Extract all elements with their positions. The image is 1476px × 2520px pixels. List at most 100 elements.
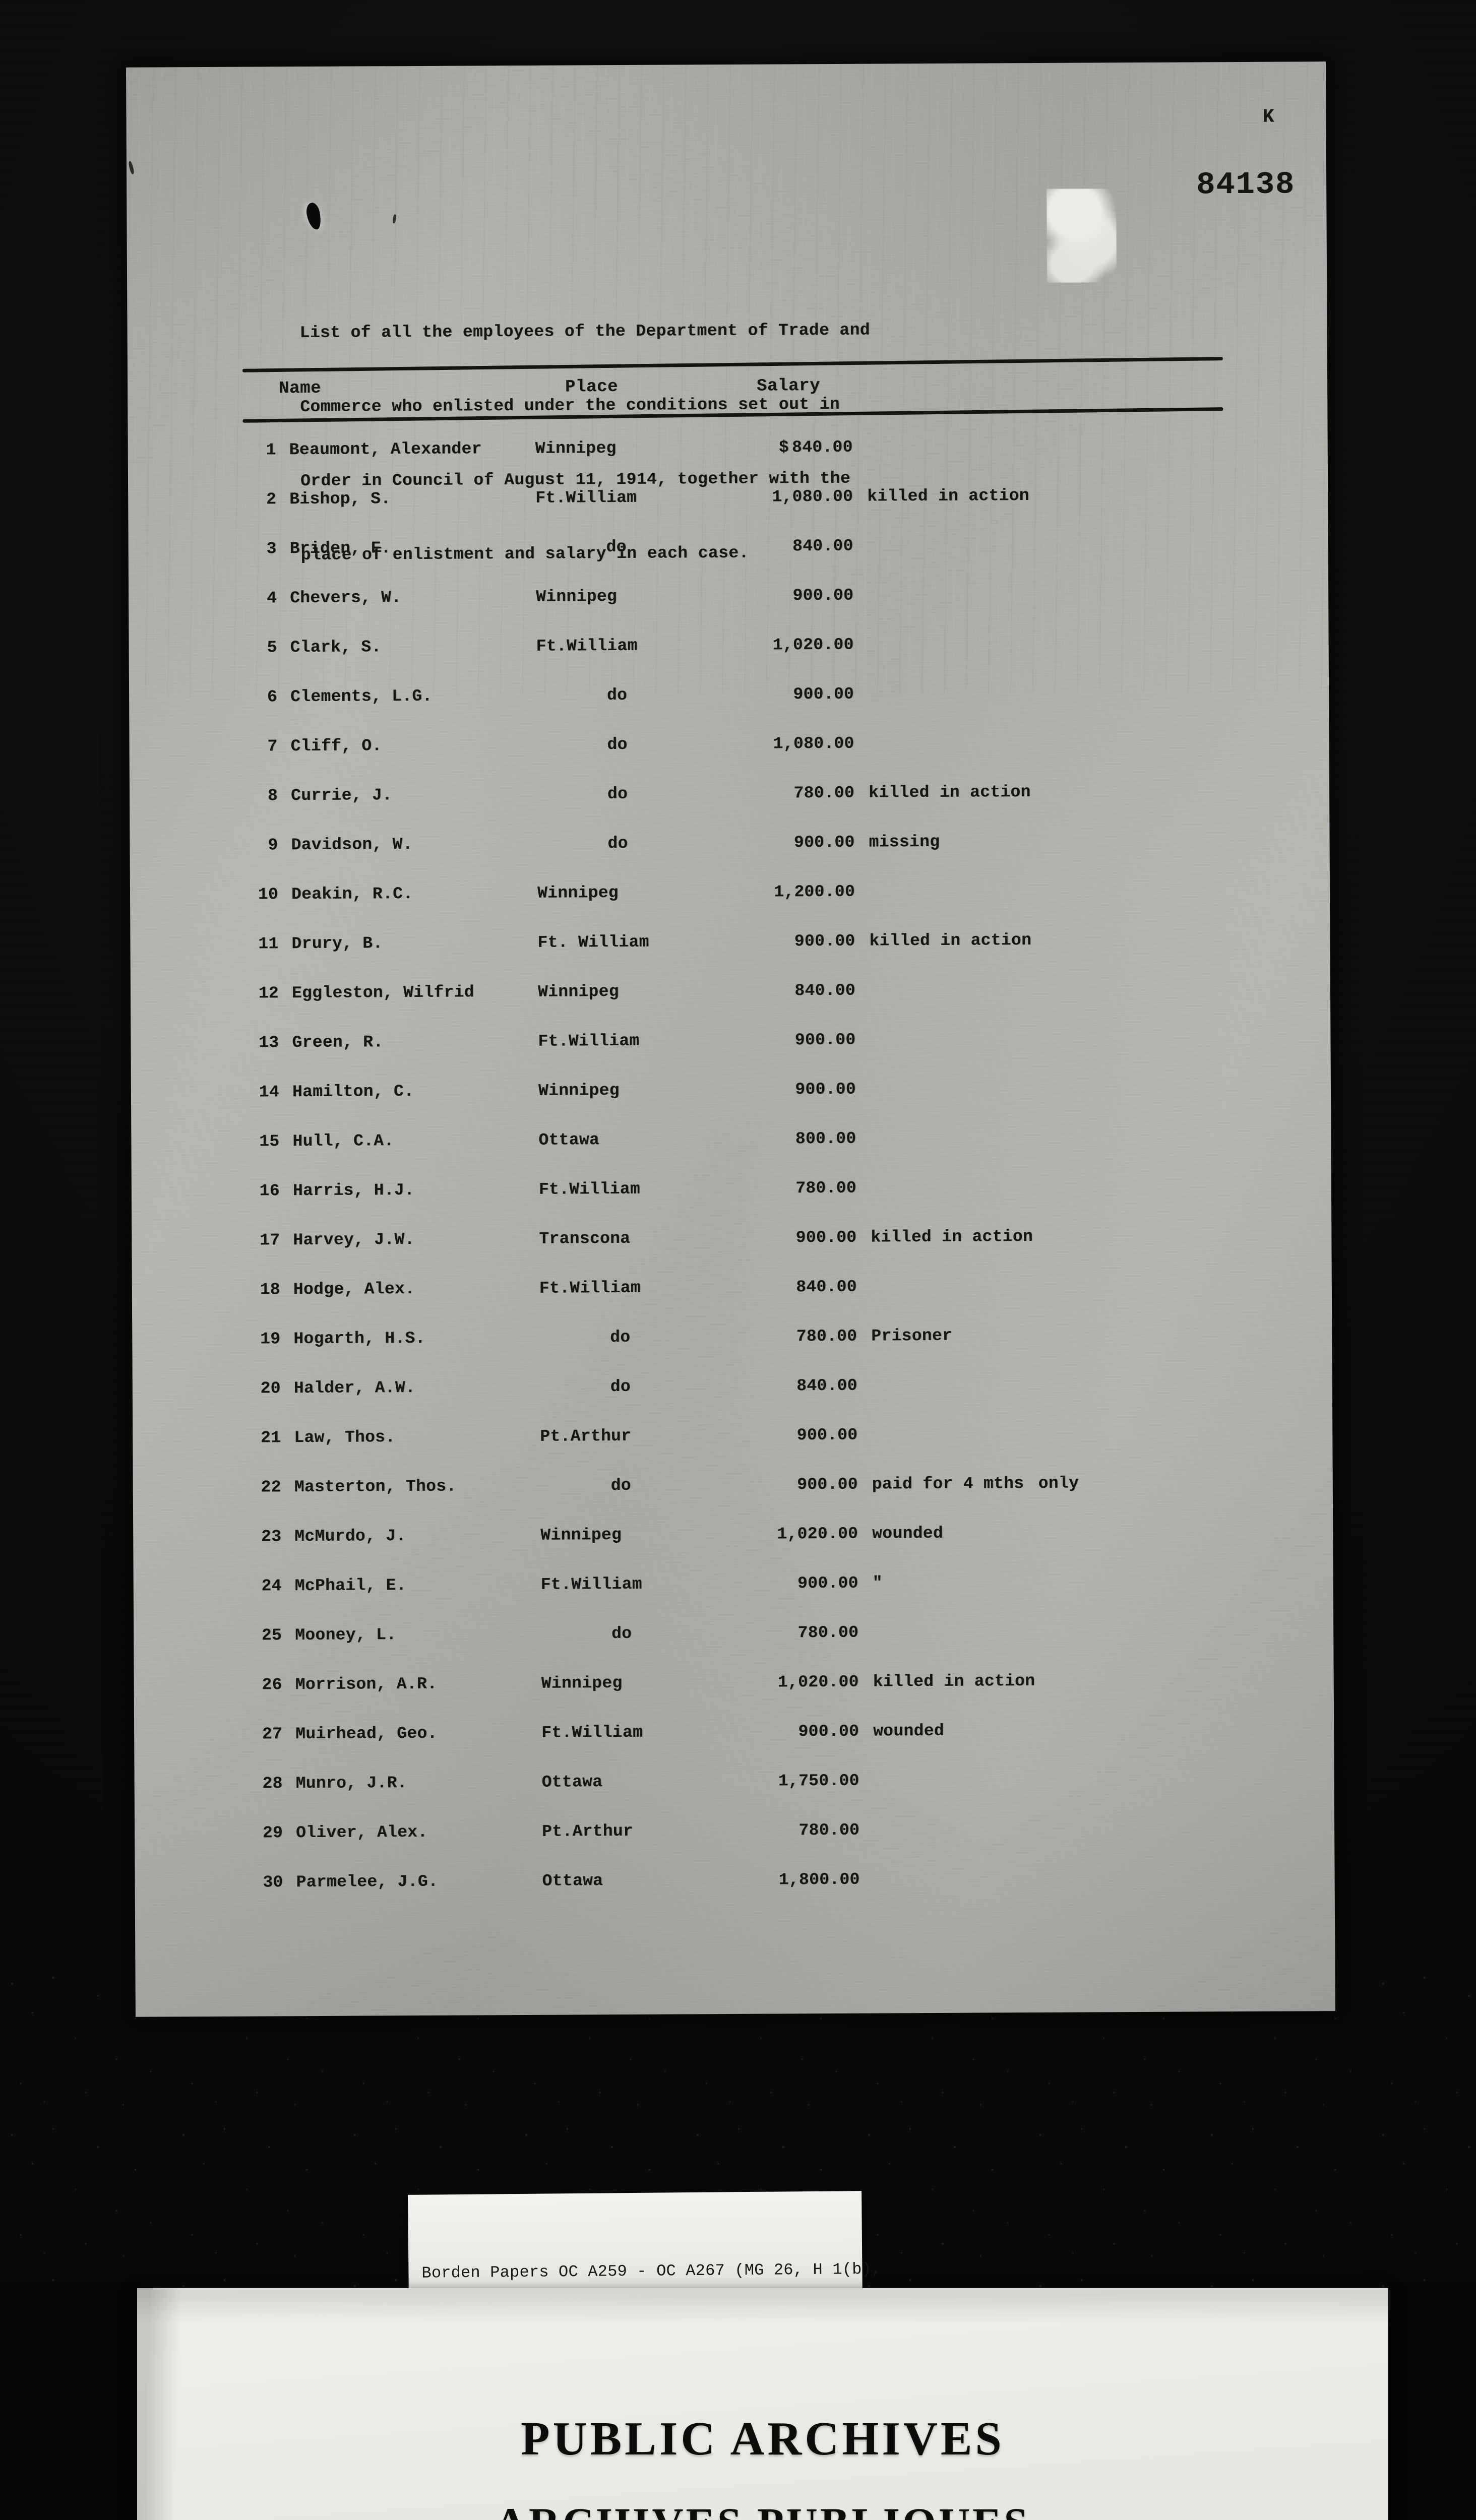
public-archives-card: PUBLIC ARCHIVES ARCHIVES PUBLIQUES CANAD… [137,2288,1388,2520]
table-row: 4 Chevers, W. Winnipeg 900.00 [243,584,1312,638]
document-sheet: K 84138 List of all the employees of the… [126,61,1335,2017]
cell-name: Munro, J.R. [295,1774,407,1793]
cell-name: Hull, C.A. [292,1131,394,1151]
cell-name: Bishop, S. [289,489,391,509]
cell-place: Ottawa [538,1130,600,1150]
table-row: 26 Morrison, A.R. Winnipeg 1,020.00 killed i… [249,1670,1318,1725]
cell-index: 27 [262,1725,283,1744]
cell-index: 21 [260,1428,281,1447]
cell-note: missing [869,832,940,852]
cell-place: Ft.William [538,1179,641,1199]
archives-title-english: PUBLIC ARCHIVES [521,2413,1005,2465]
cell-index: 4 [266,589,277,608]
cell-place: Ft.William [541,1723,643,1742]
table-row: 17 Harvey, J.W. Transcona 900.00 killed in a… [247,1226,1315,1280]
cell-index: 14 [259,1083,280,1102]
cell-name: Harvey, J.W. [293,1230,415,1250]
cell-place: Ft.William [540,1574,642,1594]
table-row: 5 Clark, S. Ft.William 1,020.00 [244,633,1313,687]
cell-index: 7 [267,737,278,756]
cell-salary: 840.00 [792,536,853,556]
paper-nick-middle [392,214,397,224]
table-row: 12 Eggleston, Wilfrid Winnipeg 840.00 [245,979,1314,1033]
cell-name: Masterton, Thos. [294,1477,457,1497]
cell-name: Muirhead, Geo. [295,1724,438,1744]
cell-name: Morrison, A.R. [295,1674,438,1694]
cell-index: 1 [266,440,276,460]
archives-card-left-margin [0,2282,140,2520]
cell-note: Prisoner [871,1326,953,1346]
cell-salary: 800.00 [795,1129,856,1149]
cell-place: Winnipeg [537,884,619,903]
cell-name: Drury, B. [291,934,383,954]
cell-index: 16 [259,1181,280,1201]
cell-index: 17 [260,1231,280,1250]
cell-name: Law, Thos. [294,1428,396,1447]
table-row: 2 Bishop, S. Ft.William 1,080.00 killed in a… [243,485,1312,539]
cell-place: do [606,537,627,557]
cell-place: Ottawa [542,1871,603,1891]
table-row: 28 Munro, J.R. Ottawa 1,750.00 [250,1769,1318,1823]
cell-name: Beaumont, Alexander [289,439,482,460]
cell-salary: 1,800.00 [778,1870,860,1889]
table-row: 19 Hogarth, H.S. do 780.00 Prisoner [247,1325,1316,1379]
cell-index: 24 [261,1577,282,1596]
paper-paste-blot [1047,188,1117,283]
cell-name: McPhail, E. [294,1576,406,1596]
table-row: 1 Beaumont, Alexander Winnipeg $840.00 [243,435,1312,490]
cell-salary: 1,020.00 [777,1672,859,1692]
column-header-place: Place [565,377,619,397]
enlisted-employees-table: 1 Beaumont, Alexander Winnipeg $840.00 2 Bish… [243,435,1319,1922]
cell-index: 9 [268,836,278,855]
cell-salary: 780.00 [795,1178,856,1198]
cell-name: Cliff, O. [290,736,382,756]
archives-card-text: PUBLIC ARCHIVES ARCHIVES PUBLIQUES CANAD… [137,2414,1388,2520]
column-header-salary: Salary [757,376,821,396]
cell-place: do [607,784,628,804]
cell-note: wounded [872,1524,944,1543]
table-row: 13 Green, R. Ft.William 900.00 [245,1028,1314,1083]
cell-place: do [610,1476,631,1495]
cell-place: Pt.Arthur [542,1821,634,1841]
archival-caption-sticker: Borden Papers OC A259 - OC A267 (MG 26, … [408,2191,882,2355]
table-row: 9 Davidson, W. do 900.00 missing [244,831,1313,885]
cell-note: killed in action [871,1227,1033,1247]
paper-nick-left [128,161,135,175]
cell-place: do [606,685,628,705]
cell-note: killed in action [868,783,1031,802]
cell-salary: 900.00 [794,1030,856,1050]
paper-punch-hole [304,201,323,231]
cell-salary: 900.00 [793,833,855,852]
cell-index: 23 [261,1527,282,1546]
cell-name: Clements, L.G. [290,686,433,707]
cell-note: killed in action [869,931,1032,951]
table-row: 6 Clements, L.G. do 900.00 [244,682,1313,737]
cell-name: Currie, J. [290,786,393,805]
folio-letter: K [1262,106,1275,128]
cell-place: Winnipeg [538,1081,620,1100]
table-row: 22 Masterton, Thos. do 900.00 paid for 4 mth… [248,1473,1317,1527]
preamble-line-1: List of all the employees of the Departm… [299,321,871,343]
cell-place: Winnipeg [535,439,617,458]
cell-note: killed in action [867,486,1029,506]
cell-place: Ottawa [541,1773,603,1792]
cell-salary: 900.00 [792,586,854,605]
cell-salary: 840.00 [794,981,856,1000]
table-row: 16 Harris, H.J. Ft.William 780.00 [247,1176,1315,1231]
currency-symbol: $ [778,438,789,457]
cell-place: Transcona [539,1229,631,1248]
cell-name: Parmelee, J.G. [296,1872,439,1892]
cell-index: 30 [263,1873,283,1892]
cell-salary: 900.00 [797,1573,858,1593]
cell-salary: 780.00 [797,1623,859,1643]
cell-salary: 900.00 [793,684,854,704]
cell-salary: 840.00 [796,1277,857,1297]
cell-salary: 900.00 [794,931,855,951]
cell-note: wounded [873,1721,944,1741]
cell-salary: 840.00 [796,1376,857,1396]
cell-index: 25 [261,1626,282,1645]
cell-name: Eggleston, Wilfrid [291,983,474,1003]
table-row: 3 Briden, F. do 840.00 [243,534,1312,589]
cell-name: Chevers, W. [290,588,402,608]
cell-name: Hamilton, C. [292,1082,414,1102]
